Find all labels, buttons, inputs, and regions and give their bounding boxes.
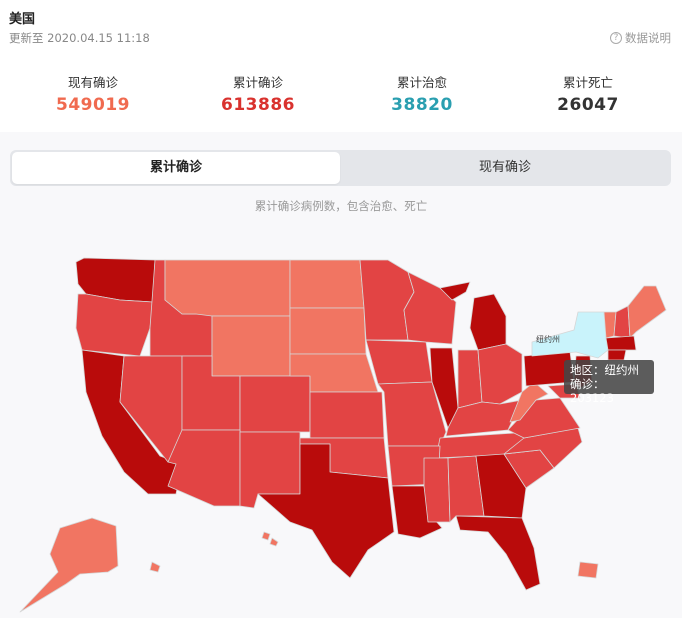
state-iowa[interactable] (365, 339, 433, 385)
tab-bar: 累计确诊 现有确诊 (10, 150, 671, 186)
updated-time: 更新至 2020.04.15 11:18 (9, 31, 150, 45)
question-icon: ? (610, 32, 622, 44)
state-ohio[interactable] (477, 343, 523, 405)
stat-current-confirmed: 现有确诊 549019 (23, 72, 163, 115)
tooltip-region: 地区：纽约州 (570, 363, 639, 377)
state-kansas[interactable] (309, 391, 385, 439)
stat-label: 累计死亡 (562, 75, 613, 90)
stat-label: 累计治愈 (396, 75, 447, 90)
state-texas[interactable] (257, 443, 395, 579)
state-hawaii[interactable] (149, 531, 599, 579)
data-explain-link[interactable]: ? 数据说明 (610, 30, 671, 46)
state-florida[interactable] (455, 515, 541, 591)
page-title: 美国 (9, 12, 36, 27)
state-massachusetts[interactable] (605, 335, 637, 351)
state-arizona[interactable] (167, 429, 241, 507)
tooltip-confirmed: 确诊：203123 (570, 377, 614, 405)
stat-value: 549019 (56, 95, 130, 115)
state-mississippi[interactable] (423, 457, 451, 523)
state-oregon[interactable] (75, 293, 154, 357)
state-north-dakota[interactable] (289, 259, 365, 309)
state-montana[interactable] (164, 259, 291, 317)
stat-value: 38820 (391, 95, 453, 115)
stat-value: 26047 (557, 95, 619, 115)
data-explain-label: 数据说明 (625, 31, 671, 45)
state-maine[interactable] (627, 285, 667, 339)
stat-value: 613886 (221, 95, 295, 115)
stat-total-cured: 累计治愈 38820 (352, 72, 492, 115)
tab-total-confirmed[interactable]: 累计确诊 (12, 152, 340, 184)
state-georgia[interactable] (475, 453, 527, 519)
header: 美国 更新至 2020.04.15 11:18 ? 数据说明 (0, 0, 682, 52)
state-alabama[interactable] (447, 455, 485, 523)
state-connecticut[interactable] (607, 349, 627, 361)
state-wyoming[interactable] (211, 315, 291, 377)
stat-label: 累计确诊 (232, 75, 283, 90)
state-colorado[interactable] (239, 375, 311, 433)
state-minnesota[interactable] (359, 259, 415, 341)
us-map: 纽约州 (19, 257, 667, 613)
map-tooltip: 地区：纽约州 确诊：203123 (564, 360, 654, 405)
state-wisconsin[interactable] (403, 271, 457, 345)
stat-total-deaths: 累计死亡 26047 (518, 72, 658, 115)
state-new-hampshire[interactable] (613, 305, 631, 339)
map-caption: 累计确诊病例数，包含治愈、死亡 (254, 199, 428, 213)
tab-current-confirmed[interactable]: 现有确诊 (478, 160, 531, 175)
state-kentucky[interactable] (445, 399, 523, 437)
highlight-label: 纽约州 (536, 334, 560, 344)
map-panel: 累计确诊 现有确诊 累计确诊病例数，包含治愈、死亡 (0, 132, 682, 618)
stat-label: 现有确诊 (67, 75, 118, 90)
state-alaska[interactable] (19, 517, 119, 613)
state-south-dakota[interactable] (289, 307, 367, 355)
stat-total-confirmed: 累计确诊 613886 (188, 72, 328, 115)
stats-row: 现有确诊 549019 累计确诊 613886 累计治愈 38820 累计死亡 … (0, 62, 682, 126)
